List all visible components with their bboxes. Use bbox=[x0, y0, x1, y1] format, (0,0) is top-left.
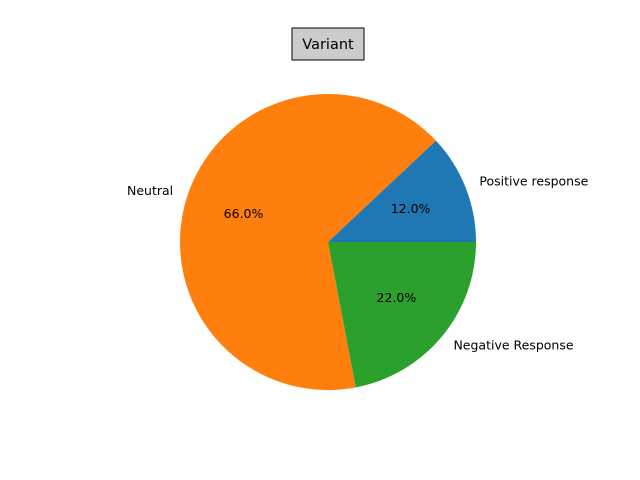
slice-percent-neutral: 66.0% bbox=[224, 206, 264, 221]
slice-label-positive-response: Positive response bbox=[479, 174, 588, 189]
slice-label-neutral: Neutral bbox=[127, 183, 173, 198]
pie-slices bbox=[180, 94, 476, 390]
chart-title-group: Variant bbox=[292, 28, 364, 60]
slice-percent-positive-response: 12.0% bbox=[391, 201, 431, 216]
chart-title: Variant bbox=[302, 37, 354, 53]
slice-percent-negative-response: 22.0% bbox=[377, 290, 417, 305]
slice-label-negative-response: Negative Response bbox=[453, 337, 573, 352]
